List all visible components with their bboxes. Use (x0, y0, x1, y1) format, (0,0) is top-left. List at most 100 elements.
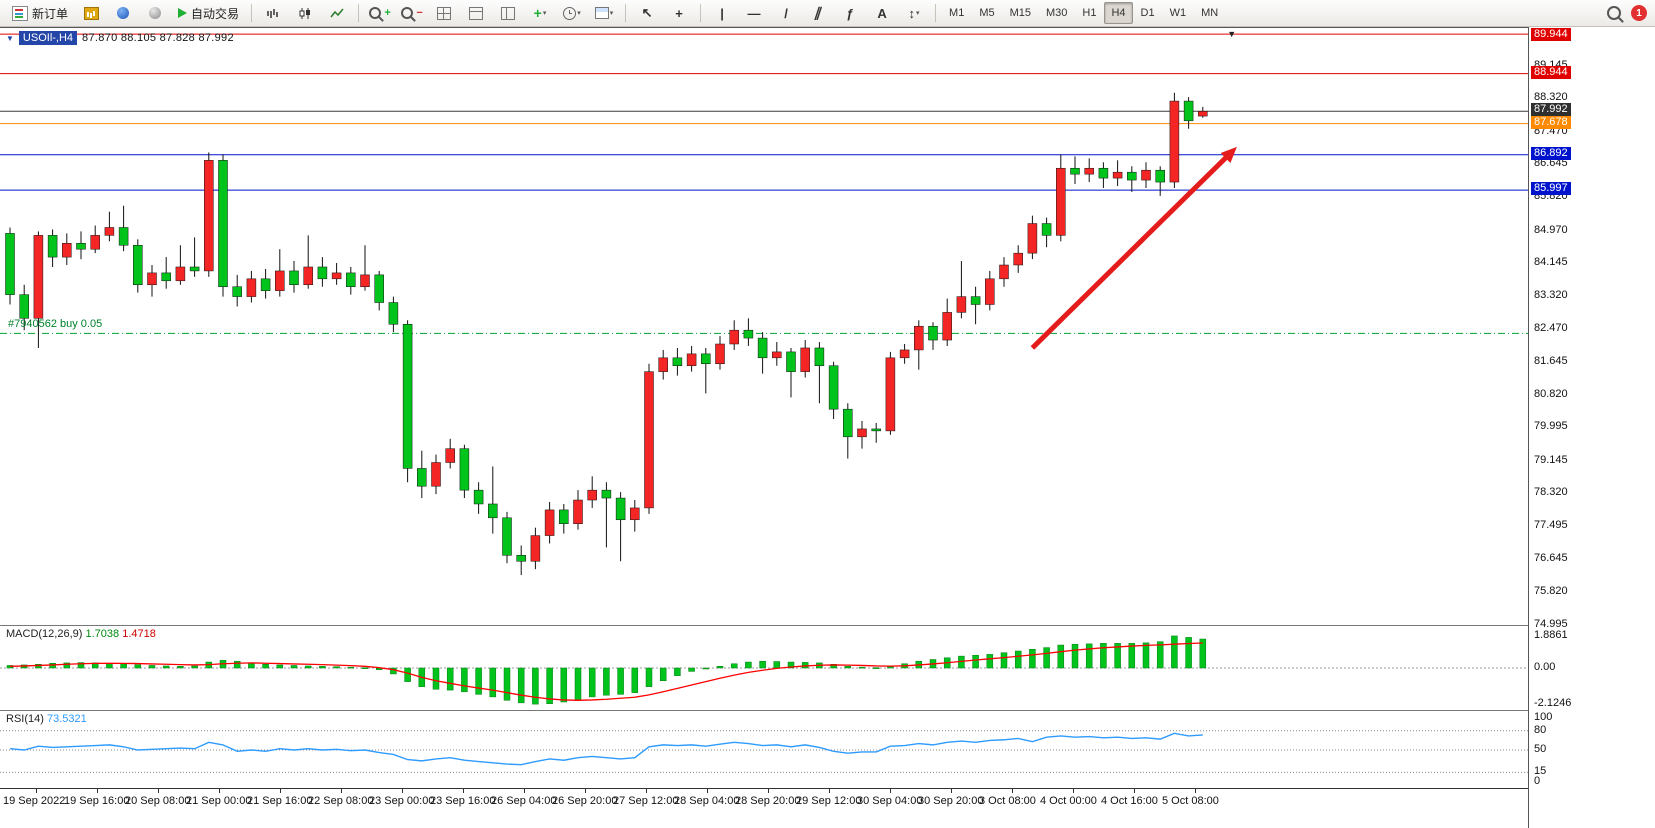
chart-menu-icon[interactable]: ▼ (6, 33, 14, 43)
cursor-button[interactable]: ↖ (632, 1, 662, 25)
arrange-horizontal-button[interactable] (461, 1, 491, 25)
search-icon[interactable] (1607, 6, 1621, 20)
tab-timeframe-m1[interactable]: M1 (949, 7, 965, 19)
crosshair-button[interactable]: + (664, 1, 694, 25)
tab-timeframe-m5[interactable]: M5 (979, 7, 995, 19)
tab-timeframe-w1[interactable]: W1 (1169, 7, 1187, 19)
tile-windows-button[interactable] (429, 1, 459, 25)
tab-timeframe-mn[interactable]: MN (1201, 7, 1219, 19)
rsi-chart (0, 730, 1528, 773)
time-tick (890, 789, 891, 793)
zoom-out-icon (401, 7, 414, 19)
macd-pane[interactable]: MACD(12,26,9) 1.7038 1.4718 (0, 625, 1528, 710)
channel-button[interactable]: ∥ (803, 1, 833, 25)
rsi-axis-label: 100 (1534, 711, 1553, 723)
trendline-icon: / (784, 5, 788, 21)
time-label: 21 Sep 00:00 (186, 795, 252, 807)
time-tick (1073, 789, 1074, 793)
new-order-button[interactable]: 新订单 (6, 1, 74, 25)
arrange-vertical-button[interactable] (493, 1, 523, 25)
price-tick-label: 77.495 (1534, 518, 1568, 531)
rsi-header: RSI(14) 73.5321 (6, 713, 87, 725)
time-axis[interactable]: 19 Sep 2022 19 Sep 16:00 20 Sep 08:00 21 Se… (0, 788, 1528, 828)
candlestick-chart-icon (299, 7, 310, 19)
template-dropdown[interactable]: ▾ (589, 1, 619, 25)
horizontal-line-button[interactable]: — (739, 1, 769, 25)
tab-timeframe-m30[interactable]: M30 (1046, 7, 1068, 19)
rsi-value: 73.5321 (46, 713, 87, 725)
tab-timeframe-h4[interactable]: H4 (1104, 2, 1133, 24)
expert-advisors-button[interactable] (140, 1, 170, 25)
candlestick-chart-button[interactable] (290, 1, 320, 25)
chevron-down-icon: ▾ (916, 10, 920, 17)
zoom-in-button[interactable]: + (365, 1, 395, 25)
price-tick-label: 78.320 (1534, 486, 1568, 499)
time-label: 5 Oct 08:00 (1162, 795, 1219, 807)
macd-main-value: 1.7038 (85, 628, 120, 640)
toolbar: 新订单 自动交易 + − + ▾ ▾ (0, 0, 1655, 27)
clock-icon (563, 6, 577, 20)
tab-timeframe-h1[interactable]: H1 (1082, 7, 1097, 19)
time-tick (829, 789, 830, 793)
toolbar-separator (358, 4, 360, 22)
price-axis[interactable]: 89.14588.32087.47086.64585.82084.97084.1… (1528, 27, 1655, 828)
crosshair-icon: + (675, 5, 683, 21)
autotrading-button[interactable]: 自动交易 (172, 1, 245, 25)
timeframe-group: M1 M5 M15 M30 H1 H4 D1 W1 MN (942, 2, 1225, 24)
bar-chart-button[interactable] (258, 1, 288, 25)
charts-window-button[interactable] (76, 1, 106, 25)
time-label: 30 Sep 20:00 (918, 795, 984, 807)
time-label: 21 Sep 16:00 (247, 795, 313, 807)
chart-header: ▼ USOIl-,H4 87.870 88.105 87.828 87.992 (6, 31, 234, 45)
tab-timeframe-m15[interactable]: M15 (1009, 7, 1031, 19)
time-label: 26 Sep 20:00 (552, 795, 618, 807)
price-tick-label: 88.320 (1534, 91, 1568, 104)
price-tick-label: 79.995 (1534, 420, 1568, 433)
macd-header: MACD(12,26,9) 1.7038 1.4718 (6, 628, 156, 640)
horizontal-line-icon: — (747, 5, 761, 21)
chart-shift-marker-icon[interactable]: ▼ (1227, 29, 1237, 39)
price-tick-label: 86.645 (1534, 157, 1568, 170)
candlestick-chart (0, 33, 1528, 576)
time-label: 23 Sep 00:00 (369, 795, 435, 807)
profile-button[interactable] (108, 1, 138, 25)
line-chart-button[interactable] (322, 1, 352, 25)
price-level-tag: 87.992 (1531, 103, 1571, 117)
rsi-axis-label: 0 (1534, 775, 1541, 787)
price-level-tag: 89.944 (1531, 28, 1571, 41)
time-tick (463, 789, 464, 793)
tile-windows-icon (437, 6, 452, 20)
fibonacci-button[interactable]: ƒ (835, 1, 865, 25)
price-tick-label: 74.995 (1534, 617, 1568, 630)
rsi-name: RSI(14) (6, 713, 44, 725)
channel-icon: ∥ (812, 5, 824, 20)
bar-chart-icon (266, 8, 278, 18)
time-label: 26 Sep 04:00 (491, 795, 557, 807)
price-tick-label: 79.145 (1534, 453, 1568, 466)
rsi-pane[interactable]: RSI(14) 73.5321 (0, 710, 1528, 788)
new-chart-dropdown[interactable]: + ▾ (525, 1, 555, 25)
main-chart-pane[interactable]: ▼ USOIl-,H4 87.870 88.105 87.828 87.992 … (0, 27, 1528, 625)
vertical-line-button[interactable]: | (707, 1, 737, 25)
text-tool-icon: A (877, 5, 887, 21)
macd-chart (0, 635, 1528, 705)
time-tick (97, 789, 98, 793)
time-tick (951, 789, 952, 793)
arrange-horizontal-icon (469, 6, 484, 20)
text-tool-button[interactable]: A (867, 1, 897, 25)
trendline-button[interactable]: / (771, 1, 801, 25)
notification-badge[interactable]: 1 (1631, 5, 1647, 21)
new-chart-icon: + (533, 5, 542, 21)
toolbar-separator (935, 4, 937, 22)
time-label: 28 Sep 20:00 (735, 795, 801, 807)
time-tick (646, 789, 647, 793)
price-level-tag: 85.997 (1531, 182, 1571, 196)
tab-timeframe-d1[interactable]: D1 (1140, 7, 1155, 19)
template-icon (594, 7, 609, 19)
vertical-line-icon: | (720, 5, 724, 21)
zoom-out-button[interactable]: − (397, 1, 427, 25)
arrows-tool-dropdown[interactable]: ↕ ▾ (899, 1, 929, 25)
chevron-down-icon: ▾ (609, 10, 614, 17)
chevron-down-icon: ▾ (542, 10, 547, 17)
period-dropdown[interactable]: ▾ (557, 1, 587, 25)
